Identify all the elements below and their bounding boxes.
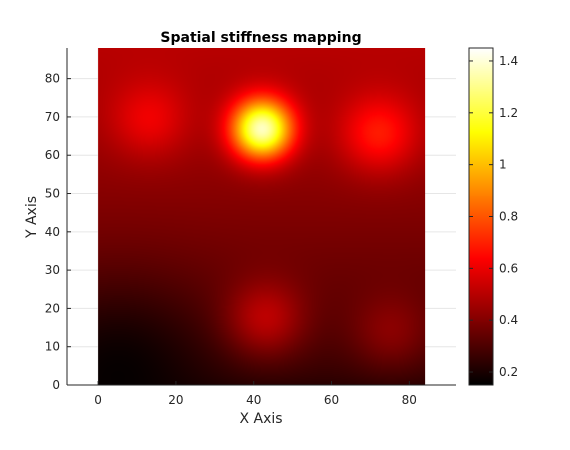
x-tick-label: 0 [94,393,102,407]
y-tick-label: 40 [45,225,60,239]
x-tick-label: 20 [168,393,183,407]
heatmap-surface [98,48,425,385]
colorbar-tick-label: 0.6 [499,261,518,275]
y-tick-label: 60 [45,148,60,162]
y-tick-label: 20 [45,301,60,315]
x-tick-label: 40 [246,393,261,407]
colorbar-tick-label: 0.8 [499,210,518,224]
colorbar-tick-label: 1.2 [499,106,518,120]
y-tick-label: 10 [45,340,60,354]
y-tick-label: 70 [45,110,60,124]
colorbar-tick-label: 0.2 [499,365,518,379]
y-tick-label: 30 [45,263,60,277]
x-tick-label: 80 [402,393,417,407]
y-axis-label: Y Axis [24,196,40,239]
y-tick-label: 80 [45,72,60,86]
chart-title: Spatial stiffness mapping [160,30,361,46]
colorbar-tick-label: 1 [499,158,507,172]
x-axis-label: X Axis [239,411,282,427]
y-tick-label: 50 [45,187,60,201]
y-tick-label: 0 [52,378,60,392]
x-tick-label: 60 [324,393,339,407]
colorbar-tick-label: 0.4 [499,313,518,327]
colorbar-tick-label: 1.4 [499,54,518,68]
